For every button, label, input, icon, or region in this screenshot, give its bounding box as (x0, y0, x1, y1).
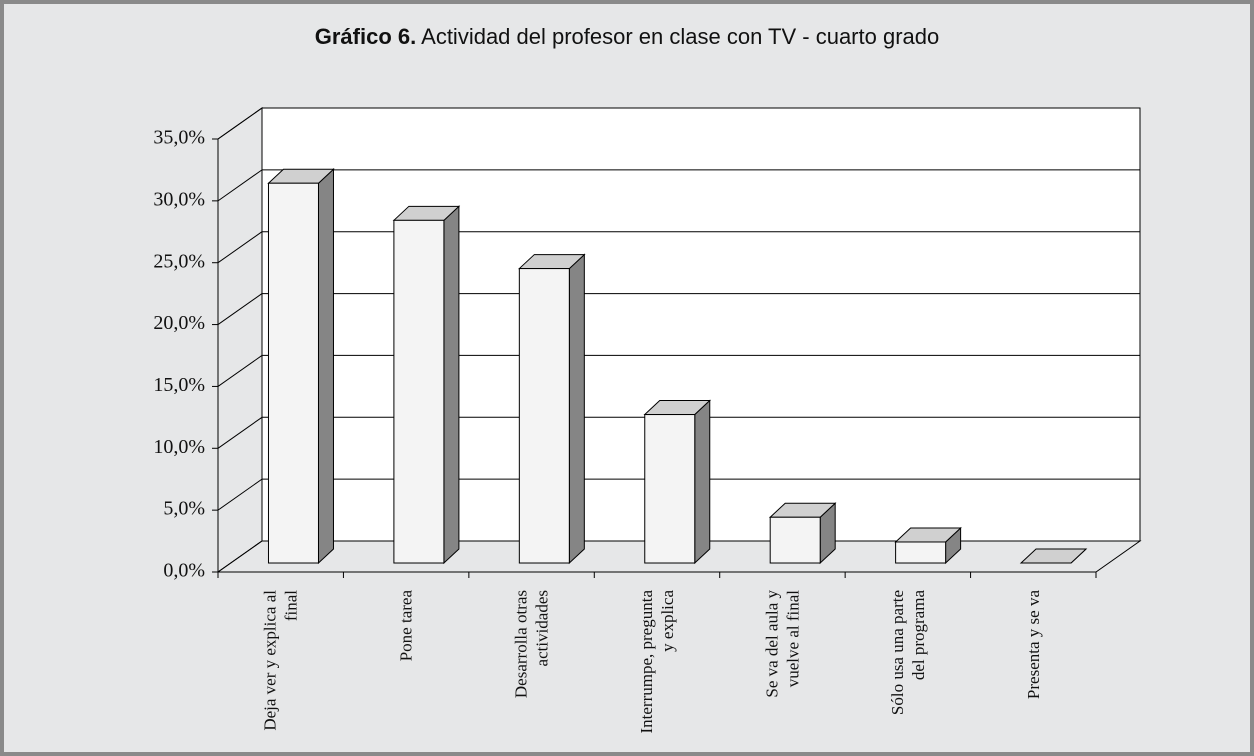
bar-side (443, 205, 460, 565)
bar (393, 219, 445, 564)
grid-line (217, 293, 263, 325)
bar (518, 268, 570, 564)
grid-line (217, 231, 263, 264)
chart-title-label: Gráfico 6. (314, 24, 417, 49)
y-tick-label: 30,0% (153, 188, 205, 210)
chart-title: Actividad del profesor en clase con TV -… (421, 24, 940, 49)
x-tick-label: Deja ver y explica al final (260, 590, 301, 731)
x-tick-label: Sólo usa una parte del programa (887, 590, 928, 716)
bar-side (317, 168, 334, 565)
x-tick-label: Se va del aula y vuelve al final (762, 590, 803, 698)
bar (644, 414, 696, 564)
grid-line (217, 169, 263, 202)
y-tick-label: 15,0% (153, 374, 205, 396)
bar-top (1019, 548, 1088, 564)
bar-side (694, 399, 711, 565)
y-tick-label: 35,0% (153, 127, 205, 149)
y-tick-label: 10,0% (153, 436, 205, 458)
y-tick-label: 25,0% (153, 250, 205, 272)
y-tick-label: 5,0% (163, 498, 205, 520)
y-tick-label: 0,0% (163, 560, 205, 582)
x-tick-label: Interrumpe, pregunta y explica (637, 590, 677, 734)
y-tick-label: 20,0% (153, 312, 205, 334)
grid-line (217, 355, 263, 387)
bar (895, 541, 947, 564)
x-tick-label: Pone tarea (396, 590, 416, 662)
bar (769, 516, 821, 564)
bar-side (568, 253, 585, 565)
grid-line (217, 107, 263, 140)
bar (267, 182, 319, 564)
grid-line (217, 540, 263, 573)
chart-title-block: Gráfico 6. Actividad del profesor en cla… (0, 24, 1254, 50)
side-wall (217, 107, 263, 573)
grid-line (217, 478, 263, 511)
x-tick-label: Desarrolla otras actividades (511, 590, 552, 699)
x-tick-label: Presenta y se va (1023, 590, 1043, 700)
grid-line (217, 416, 263, 449)
